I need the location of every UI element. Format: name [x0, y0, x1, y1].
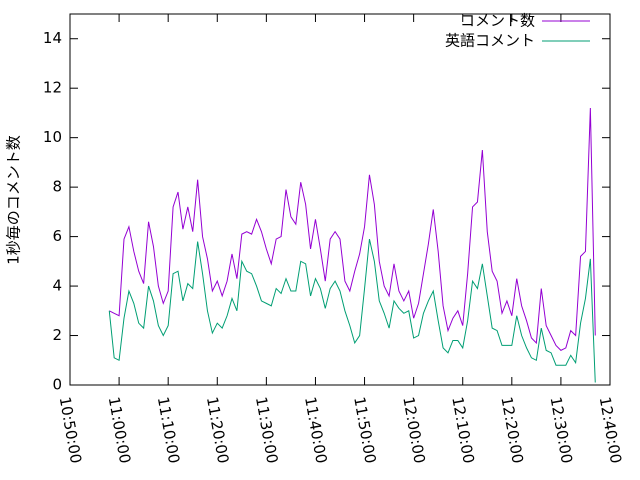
series-line — [109, 107, 596, 351]
x-tick-label: 12:10:00 — [448, 395, 477, 464]
x-tick-label: 12:40:00 — [596, 395, 625, 464]
x-tick-label: 12:20:00 — [497, 395, 526, 464]
y-tick-label: 0 — [52, 376, 62, 394]
x-tick-label: 10:50:00 — [56, 395, 85, 464]
legend-label: コメント数 — [460, 12, 535, 30]
x-tick-label: 12:00:00 — [399, 395, 428, 464]
x-tick-label: 11:20:00 — [203, 395, 232, 464]
y-tick-label: 4 — [52, 277, 62, 295]
y-axis-label: 1秒毎のコメント数 — [5, 135, 23, 265]
series-line — [108, 238, 596, 383]
y-tick-label: 12 — [43, 79, 62, 97]
x-tick-label: 11:50:00 — [350, 395, 379, 464]
x-tick-label: 12:30:00 — [547, 395, 576, 464]
y-tick-label: 2 — [52, 326, 62, 344]
legend-label: 英語コメント — [445, 32, 535, 50]
y-tick-label: 10 — [43, 128, 62, 146]
y-tick-label: 8 — [52, 178, 62, 196]
x-tick-label: 11:00:00 — [105, 395, 134, 464]
x-tick-label: 11:10:00 — [154, 395, 183, 464]
y-tick-label: 6 — [52, 227, 62, 245]
plot-frame — [69, 13, 611, 386]
x-tick-label: 11:40:00 — [301, 395, 330, 464]
x-tick-label: 11:30:00 — [252, 395, 281, 464]
y-tick-label: 14 — [43, 29, 62, 47]
